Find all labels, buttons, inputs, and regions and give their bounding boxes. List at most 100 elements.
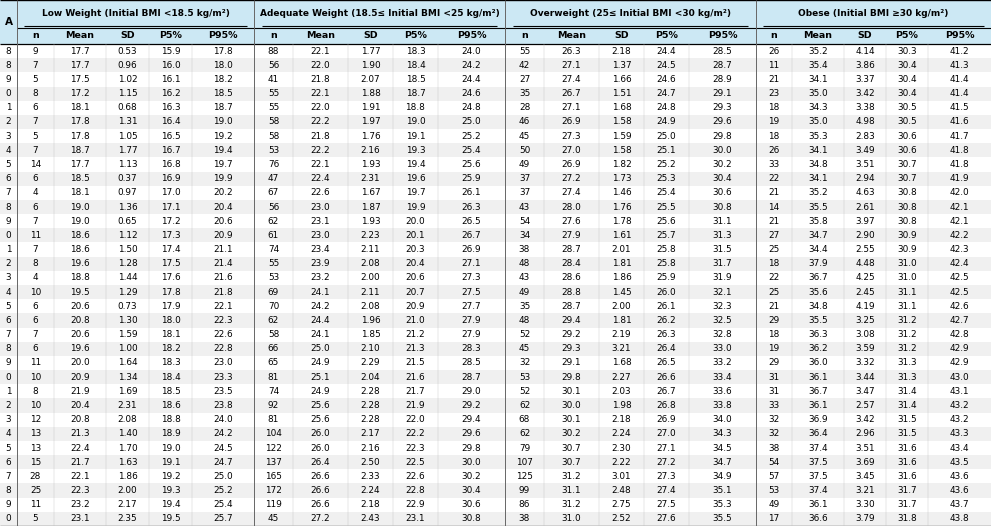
Text: 27.7: 27.7 (462, 302, 482, 311)
Text: Mean: Mean (65, 32, 94, 41)
Text: 53: 53 (768, 486, 780, 495)
Bar (0, 384, 991, 398)
Text: 21.3: 21.3 (70, 429, 90, 438)
Text: 30.8: 30.8 (897, 217, 917, 226)
Text: 26: 26 (768, 146, 780, 155)
Text: 17.4: 17.4 (161, 245, 180, 254)
Text: 0.68: 0.68 (118, 103, 138, 112)
Text: 24.9: 24.9 (657, 117, 676, 126)
Text: 31.7: 31.7 (897, 486, 917, 495)
Text: 30.8: 30.8 (713, 203, 732, 211)
Text: P5%: P5% (404, 32, 427, 41)
Text: 3.01: 3.01 (611, 472, 631, 481)
Text: 0.37: 0.37 (118, 174, 138, 183)
Text: 19.3: 19.3 (405, 146, 425, 155)
Text: 24.9: 24.9 (311, 387, 330, 396)
Text: 31.8: 31.8 (897, 514, 917, 523)
Text: 1.82: 1.82 (611, 160, 631, 169)
Text: 17.3: 17.3 (161, 231, 180, 240)
Text: 137: 137 (265, 458, 281, 467)
Text: 20.1: 20.1 (405, 231, 425, 240)
Text: 65: 65 (268, 359, 279, 368)
Text: 17.2: 17.2 (70, 89, 90, 98)
Text: 24.5: 24.5 (657, 61, 676, 70)
Text: 23: 23 (768, 89, 780, 98)
Text: n: n (32, 32, 39, 41)
Text: 31.6: 31.6 (897, 472, 917, 481)
Text: 2.18: 2.18 (611, 415, 631, 424)
Bar (0, 100, 991, 115)
Text: 29.1: 29.1 (713, 89, 732, 98)
Text: 42.7: 42.7 (949, 316, 969, 325)
Text: 30.0: 30.0 (462, 458, 482, 467)
Text: 3.30: 3.30 (855, 500, 875, 509)
Text: 1.90: 1.90 (361, 61, 381, 70)
Text: 22.1: 22.1 (70, 472, 90, 481)
Text: 18.1: 18.1 (161, 330, 180, 339)
Text: 25.6: 25.6 (311, 401, 330, 410)
Text: 1.78: 1.78 (611, 217, 631, 226)
Text: 22.4: 22.4 (311, 174, 330, 183)
Text: 3.79: 3.79 (855, 514, 875, 523)
Text: 18.2: 18.2 (161, 345, 180, 353)
Text: 17.2: 17.2 (161, 217, 180, 226)
Text: P95%: P95% (208, 32, 238, 41)
Text: 4.25: 4.25 (855, 274, 875, 282)
Bar (0, 469, 991, 483)
Text: 21.4: 21.4 (213, 259, 233, 268)
Text: 1.97: 1.97 (361, 117, 381, 126)
Text: 2.48: 2.48 (611, 486, 631, 495)
Text: 19.9: 19.9 (405, 203, 425, 211)
Text: 3.49: 3.49 (855, 146, 875, 155)
Text: 17.5: 17.5 (161, 259, 180, 268)
Text: 25.6: 25.6 (657, 217, 676, 226)
Text: 31.0: 31.0 (897, 274, 917, 282)
Text: 24.6: 24.6 (657, 75, 676, 84)
Text: 11: 11 (30, 500, 41, 509)
Text: 18.3: 18.3 (161, 359, 180, 368)
Text: 1.58: 1.58 (611, 146, 631, 155)
Text: 1.87: 1.87 (361, 203, 381, 211)
Bar (756, 28, 991, 44)
Text: 34.9: 34.9 (713, 472, 732, 481)
Text: 62: 62 (268, 217, 279, 226)
Text: 27.9: 27.9 (562, 231, 582, 240)
Text: 46: 46 (519, 117, 530, 126)
Text: 20.8: 20.8 (70, 316, 90, 325)
Text: 37: 37 (519, 174, 530, 183)
Text: 20.0: 20.0 (405, 217, 425, 226)
Text: 27.9: 27.9 (462, 330, 482, 339)
Text: 2.07: 2.07 (361, 75, 381, 84)
Text: 2.61: 2.61 (855, 203, 875, 211)
Text: 2.08: 2.08 (361, 259, 381, 268)
Text: 26.9: 26.9 (657, 415, 676, 424)
Text: 48: 48 (519, 259, 530, 268)
Text: 27.1: 27.1 (462, 259, 482, 268)
Text: 21: 21 (768, 75, 780, 84)
Text: 31.0: 31.0 (562, 514, 582, 523)
Text: 1.36: 1.36 (118, 203, 138, 211)
Text: 1.59: 1.59 (611, 132, 631, 140)
Text: 31.0: 31.0 (897, 259, 917, 268)
Text: 20.8: 20.8 (70, 415, 90, 424)
Text: 13: 13 (30, 443, 41, 452)
Text: 22.3: 22.3 (213, 316, 233, 325)
Text: 81: 81 (268, 372, 279, 382)
Text: 17.8: 17.8 (161, 288, 180, 297)
Text: 2: 2 (6, 401, 11, 410)
Text: 2.16: 2.16 (361, 443, 381, 452)
Text: 34.4: 34.4 (809, 245, 827, 254)
Text: 1.86: 1.86 (118, 472, 138, 481)
Text: 32: 32 (768, 415, 780, 424)
Text: 28: 28 (30, 472, 42, 481)
Text: 0: 0 (6, 514, 11, 523)
Text: 25.8: 25.8 (657, 259, 677, 268)
Text: 21.9: 21.9 (70, 387, 90, 396)
Text: 33.0: 33.0 (713, 345, 732, 353)
Text: 37.4: 37.4 (809, 486, 827, 495)
Text: 18.4: 18.4 (161, 372, 180, 382)
Text: 107: 107 (516, 458, 533, 467)
Bar (0, 313, 991, 328)
Text: 17.9: 17.9 (161, 302, 180, 311)
Text: 20.4: 20.4 (213, 203, 233, 211)
